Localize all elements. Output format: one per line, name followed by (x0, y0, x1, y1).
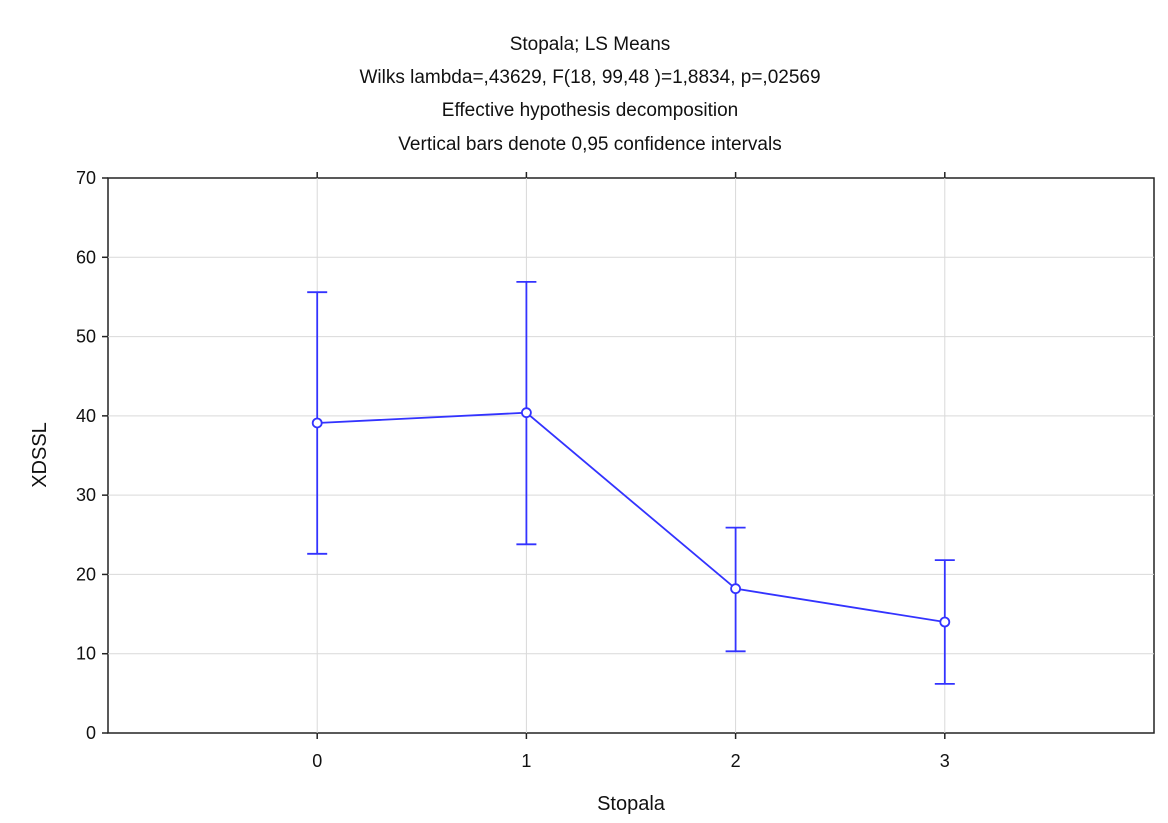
y-tick-label: 40 (76, 406, 96, 426)
chart-subtitle-stats: Wilks lambda=,43629, F(18, 99,48 )=1,883… (359, 67, 820, 88)
data-point (730, 583, 741, 595)
y-tick-label: 10 (76, 644, 96, 664)
y-tick-label: 50 (76, 327, 96, 347)
x-tick-label: 2 (731, 751, 741, 771)
y-tick-label: 60 (76, 247, 96, 267)
series-line (317, 411, 945, 623)
y-tick-label: 70 (76, 168, 96, 188)
chart-title-block: Stopala; LS Means Wilks lambda=,43629, F… (359, 34, 820, 155)
chart-title: Stopala; LS Means (510, 34, 671, 55)
y-tick-label: 0 (86, 723, 96, 743)
x-tick-label: 1 (521, 751, 531, 771)
chart-subtitle-confidence: Vertical bars denote 0,95 confidence int… (398, 134, 781, 155)
x-tick-label: 0 (312, 751, 322, 771)
data-point (521, 407, 532, 419)
data-point (311, 417, 323, 429)
y-tick-label: 20 (76, 564, 96, 584)
series-group (307, 280, 955, 685)
y-tick-label: 30 (76, 485, 96, 505)
y-axis-label: XDSSL (29, 422, 51, 488)
chart-subtitle-decomposition: Effective hypothesis decomposition (442, 100, 738, 121)
plot-area (107, 177, 1155, 734)
data-point (939, 616, 951, 628)
x-axis-label: Stopala (597, 793, 666, 815)
axes: 0 10 20 30 40 50 60 70 0 1 2 3 (76, 168, 950, 771)
x-tick-label: 3 (940, 751, 950, 771)
